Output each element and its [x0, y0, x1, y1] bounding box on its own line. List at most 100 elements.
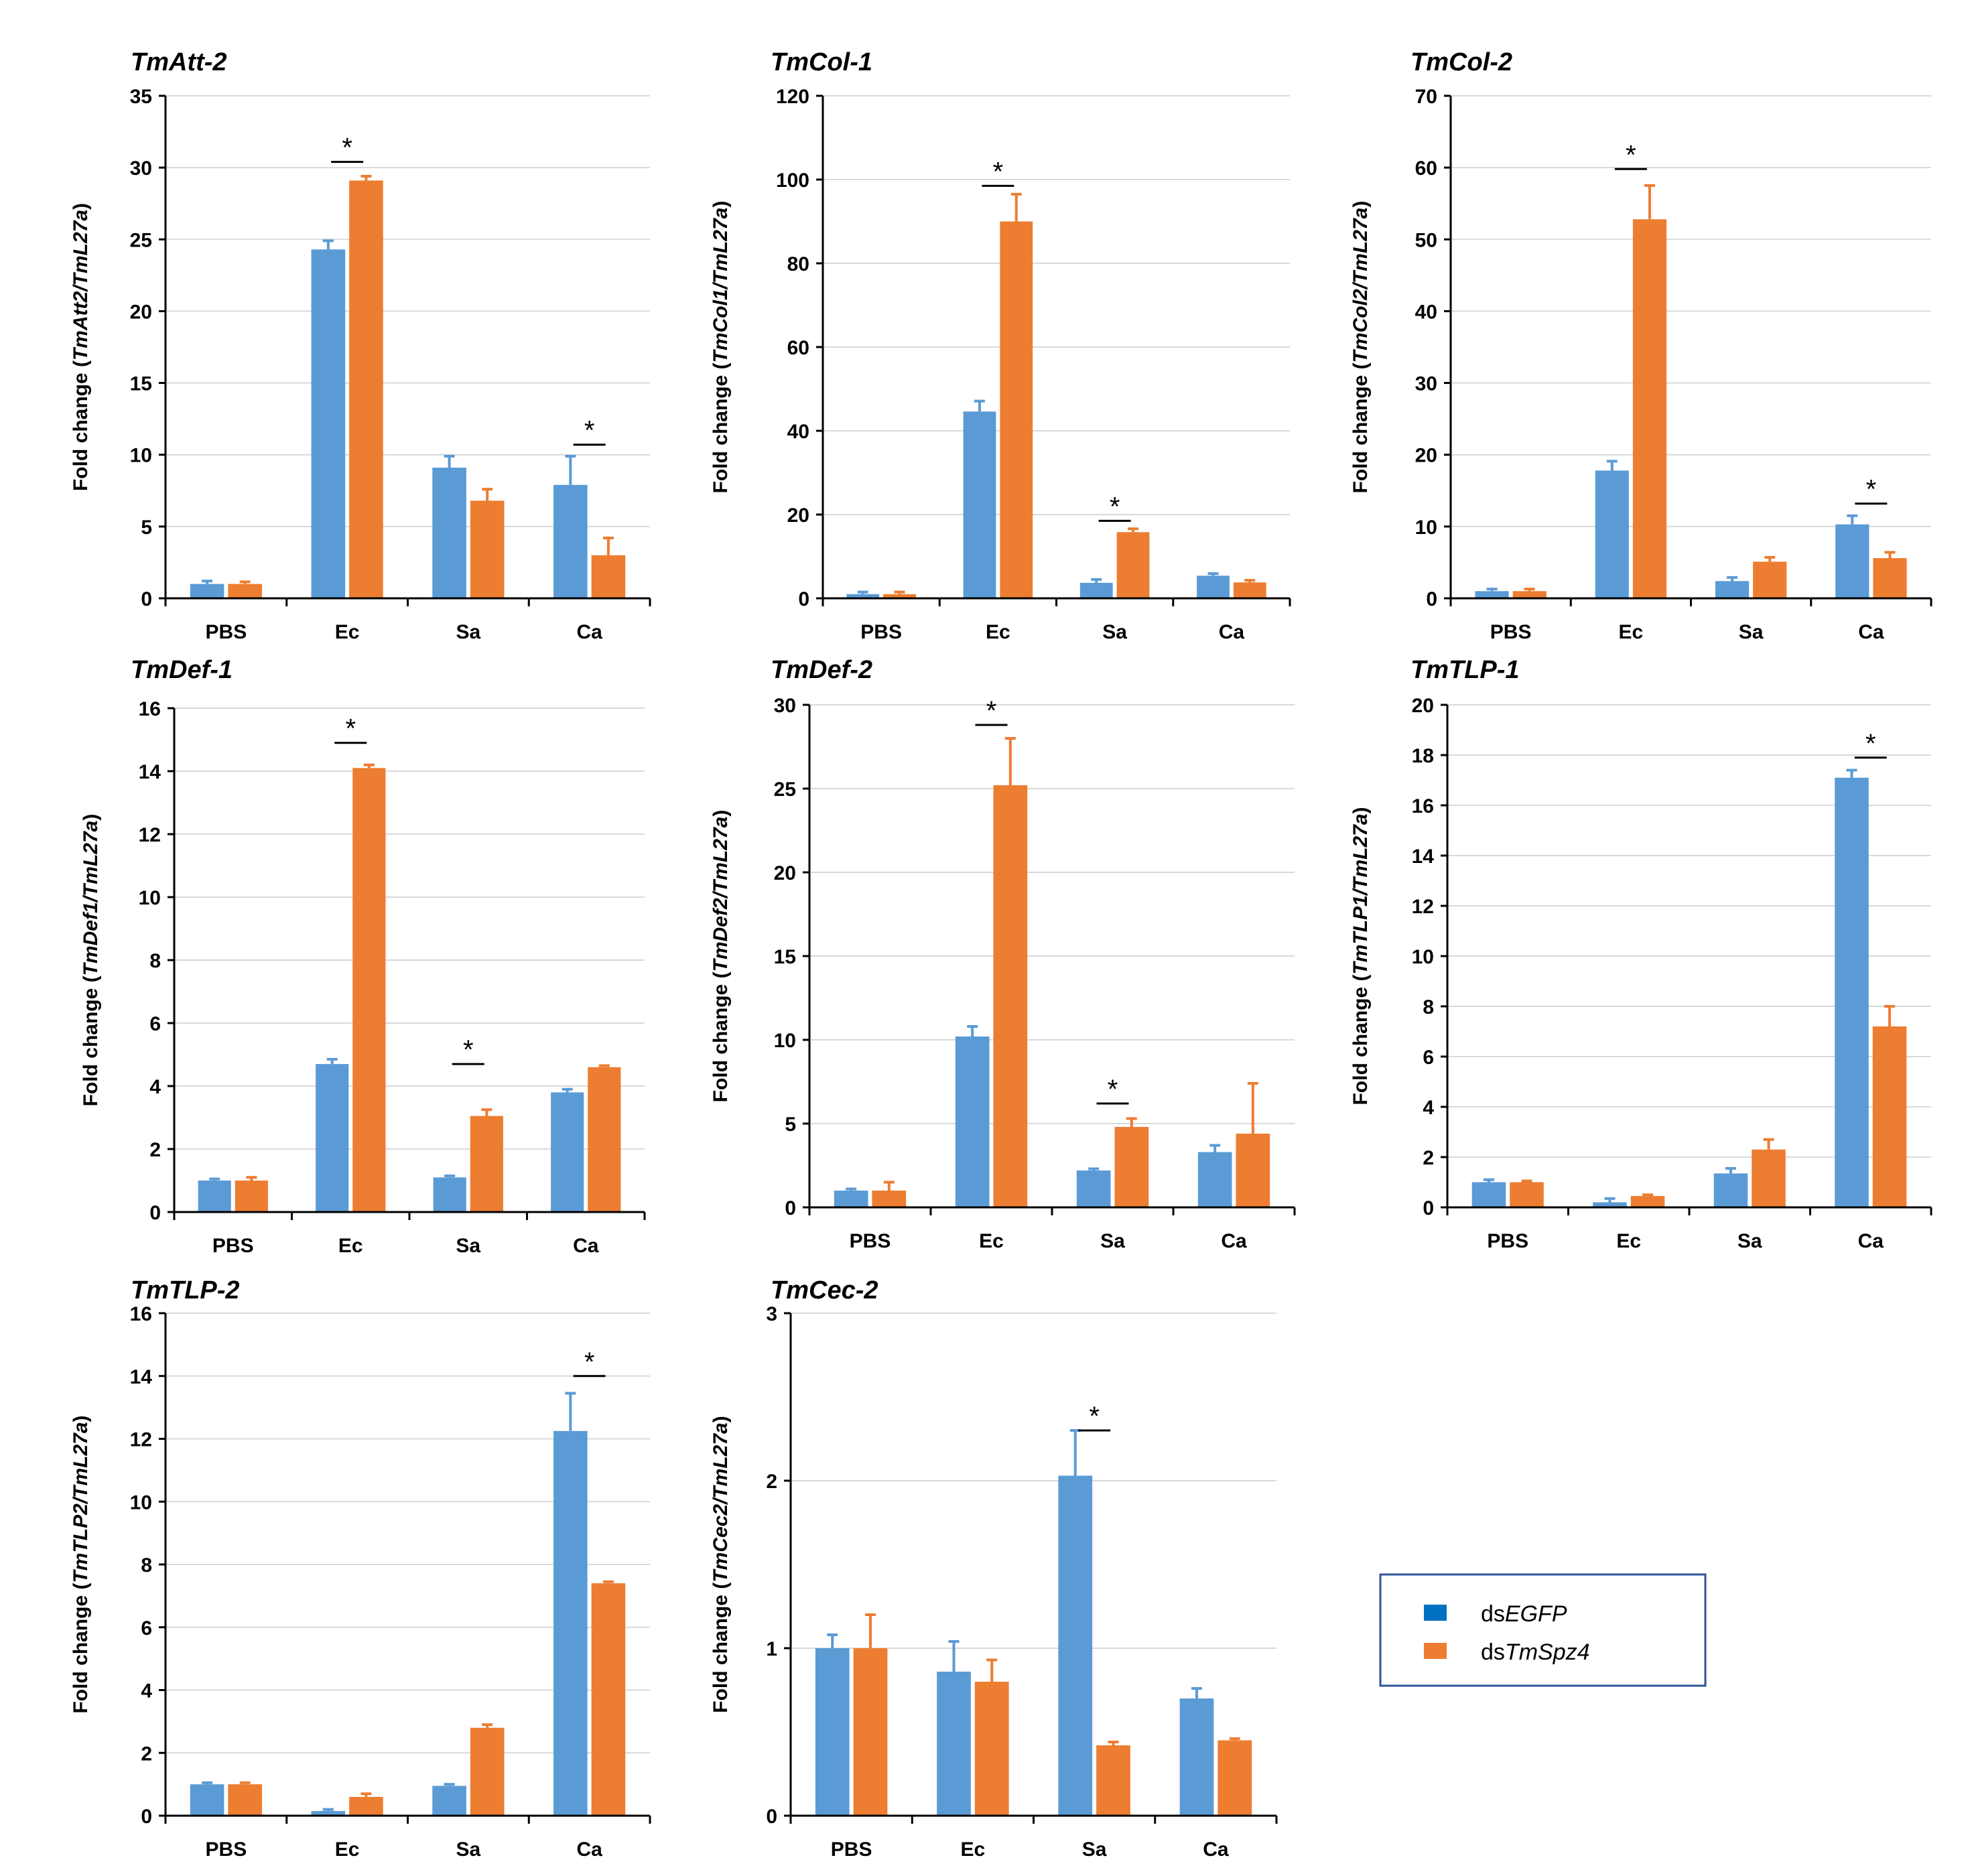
chart-title: TmDef-2: [771, 656, 872, 684]
y-axis-label: Fold change (TmDef1/TmL27a): [80, 814, 102, 1107]
significance-star: *: [345, 714, 356, 744]
chart-title: TmCec-2: [771, 1276, 878, 1304]
y-tick-label: 14: [139, 761, 161, 783]
y-axis-label-suffix: ): [70, 203, 92, 210]
x-tick-label: Ca: [1858, 621, 1884, 643]
significance-star: *: [584, 1347, 595, 1377]
chart-panel-TmDef-1: 0 2 4 6 8 10 12 14 16 PBS Ec Sa Ca * * TmDef-1 Fold chan…: [80, 656, 646, 1257]
x-tick-label: Sa: [456, 621, 481, 643]
y-tick-label: 1: [766, 1638, 777, 1660]
y-tick-label: 16: [1412, 795, 1434, 817]
y-tick-label: 16: [139, 698, 161, 720]
y-tick-label: 10: [1412, 946, 1434, 968]
y-axis-label: Fold change (TmCol1/TmL27a): [710, 201, 732, 494]
x-tick-label: PBS: [860, 621, 902, 643]
x-tick-label: PBS: [206, 621, 247, 643]
bar-dsTmSpz4-Sa: [1096, 1745, 1130, 1816]
bar-dsEGFP-Ca: [1197, 576, 1230, 598]
bar-dsTmSpz4-Ec: [1630, 1196, 1665, 1207]
y-tick-label: 35: [130, 86, 152, 108]
x-tick-label: Ca: [576, 1838, 602, 1861]
significance-star: *: [1089, 1402, 1100, 1431]
y-tick-label: 40: [1415, 301, 1437, 323]
x-tick-label: PBS: [206, 1838, 247, 1861]
x-tick-label: Ec: [979, 1230, 1004, 1252]
significance-star: *: [1866, 475, 1877, 505]
x-tick-label: Ec: [338, 1235, 363, 1257]
bar-dsTmSpz4-Sa: [1753, 561, 1787, 598]
chart-panel-TmAtt-2: 0 5 10 15 20 25 30 35 PBS Ec Sa Ca * * TmAtt-2 Fold cha…: [70, 48, 651, 643]
y-tick-label: 30: [774, 695, 796, 717]
bar-dsEGFP-Ec: [955, 1036, 990, 1207]
bar-dsEGFP-Sa: [432, 1786, 466, 1816]
y-tick-label: 60: [787, 337, 809, 359]
bar-dsTmSpz4-Sa: [1116, 532, 1150, 598]
y-axis-label-suffix: ): [1350, 807, 1372, 813]
bar-dsTmSpz4-Ec: [993, 785, 1028, 1207]
legend-marker-dsEGFP: [1424, 1605, 1447, 1621]
bar-dsTmSpz4-Sa: [470, 1727, 505, 1816]
x-tick-label: Sa: [1739, 621, 1764, 643]
x-tick-label: Ca: [1221, 1230, 1247, 1252]
bar-dsTmSpz4-PBS: [228, 1784, 262, 1816]
y-tick-label: 0: [785, 1197, 796, 1219]
y-tick-label: 0: [766, 1806, 777, 1828]
x-tick-label: Ca: [1219, 621, 1245, 643]
y-tick-label: 0: [141, 588, 152, 610]
x-tick-label: Sa: [1100, 1230, 1125, 1252]
y-tick-label: 0: [149, 1202, 161, 1224]
chart-panel-TmTLP-1: 0 2 4 6 8 10 12 14 16 18 20 PBS Ec Sa Ca * TmTLP-1 Fold c…: [1350, 656, 1932, 1252]
bar-dsEGFP-Ec: [316, 1064, 349, 1212]
y-axis-label: Fold change (TmAtt2/TmL27a): [70, 203, 92, 491]
bar-dsTmSpz4-Ca: [1236, 1134, 1270, 1207]
y-tick-label: 4: [141, 1680, 152, 1702]
x-tick-label: Sa: [1737, 1230, 1762, 1252]
y-tick-label: 2: [766, 1471, 777, 1493]
y-tick-label: 4: [149, 1076, 161, 1098]
x-tick-label: PBS: [212, 1235, 254, 1257]
y-axis-label-suffix: ): [1350, 201, 1372, 208]
legend-label-dsEGFP: dsEGFP: [1481, 1601, 1567, 1627]
bar-dsEGFP-Sa: [433, 1177, 466, 1212]
bar-dsEGFP-Ec: [311, 249, 346, 598]
legend: dsEGFP dsTmSpz4: [1379, 1573, 1707, 1687]
significance-star: *: [1110, 492, 1120, 521]
chart-panel-TmCec-2: 0 1 2 3 PBS Ec Sa Ca * TmCec-2 Fold change (TmCec2…: [710, 1276, 1278, 1861]
y-tick-label: 20: [787, 505, 809, 527]
bar-dsTmSpz4-Ec: [974, 1682, 1009, 1816]
bar-dsTmSpz4-Sa: [1114, 1127, 1149, 1207]
significance-star: *: [1626, 140, 1636, 170]
y-tick-label: 60: [1415, 157, 1437, 180]
y-tick-label: 10: [130, 1491, 152, 1514]
bar-dsTmSpz4-Ca: [1218, 1740, 1252, 1816]
x-tick-label: Ec: [335, 1838, 360, 1861]
x-tick-label: Ca: [576, 621, 602, 643]
y-tick-label: 70: [1415, 86, 1437, 108]
bar-dsEGFP-PBS: [834, 1191, 868, 1207]
bar-dsTmSpz4-Ec: [349, 1796, 383, 1816]
y-tick-label: 14: [130, 1366, 153, 1388]
bar-dsTmSpz4-Sa: [470, 1116, 503, 1212]
y-tick-label: 0: [798, 588, 809, 610]
significance-star: *: [986, 696, 997, 726]
y-axis-label-prefix: Fold change (: [70, 360, 92, 491]
bar-dsTmSpz4-Ca: [1873, 558, 1907, 598]
x-tick-label: PBS: [1490, 621, 1532, 643]
y-tick-label: 10: [139, 887, 161, 909]
bar-dsEGFP-Sa: [1713, 1173, 1748, 1207]
bar-dsTmSpz4-Ca: [591, 555, 626, 598]
y-axis-label-italic: TmTLP2/TmL27a: [70, 1422, 92, 1583]
y-tick-label: 80: [787, 253, 809, 275]
y-axis-label-prefix: Fold change (: [80, 976, 102, 1106]
legend-marker-dsTmSpz4: [1424, 1643, 1447, 1659]
y-tick-label: 16: [130, 1303, 152, 1325]
chart-title: TmAtt-2: [131, 48, 227, 76]
bar-dsTmSpz4-PBS: [853, 1648, 888, 1816]
y-tick-label: 14: [1412, 846, 1435, 868]
bar-dsTmSpz4-Ca: [591, 1583, 626, 1816]
x-tick-label: Ec: [1616, 1230, 1641, 1252]
y-tick-label: 6: [141, 1617, 152, 1639]
bar-dsEGFP-PBS: [815, 1648, 850, 1816]
